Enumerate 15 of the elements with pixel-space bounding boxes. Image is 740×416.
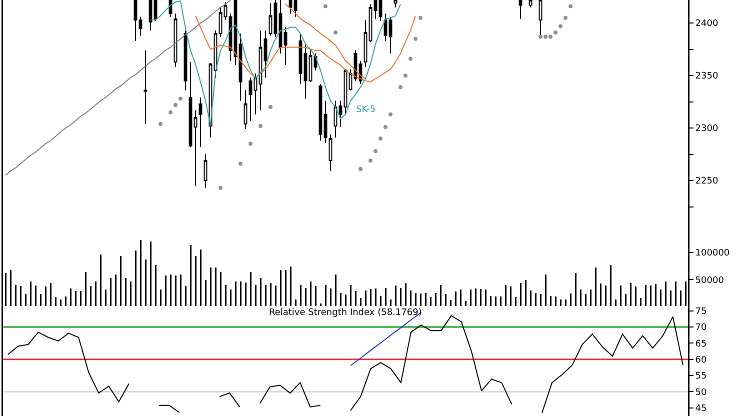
y-tick-label: 60 — [695, 356, 708, 366]
annotation: SK-5 — [356, 105, 376, 115]
y-tick-label: 65 — [695, 339, 707, 350]
y-tick-label: 50000 — [695, 276, 724, 286]
y-tick-label: 55 — [695, 372, 707, 382]
y-tick-label: 50 — [695, 388, 708, 398]
chart-title: Relative Strength Index (58.1769) — [269, 308, 422, 318]
y-tick-label: 70 — [695, 323, 708, 334]
y-tick-label: 2300 — [695, 124, 718, 134]
y-tick-label: 2350 — [695, 72, 718, 82]
y-tick-label: 100000 — [695, 248, 730, 258]
y-tick-label: 2250 — [695, 176, 718, 187]
y-tick-label: 45 — [695, 404, 707, 414]
y-tick-label: 2400 — [695, 19, 718, 30]
y-tick-label: 75 — [695, 307, 707, 317]
